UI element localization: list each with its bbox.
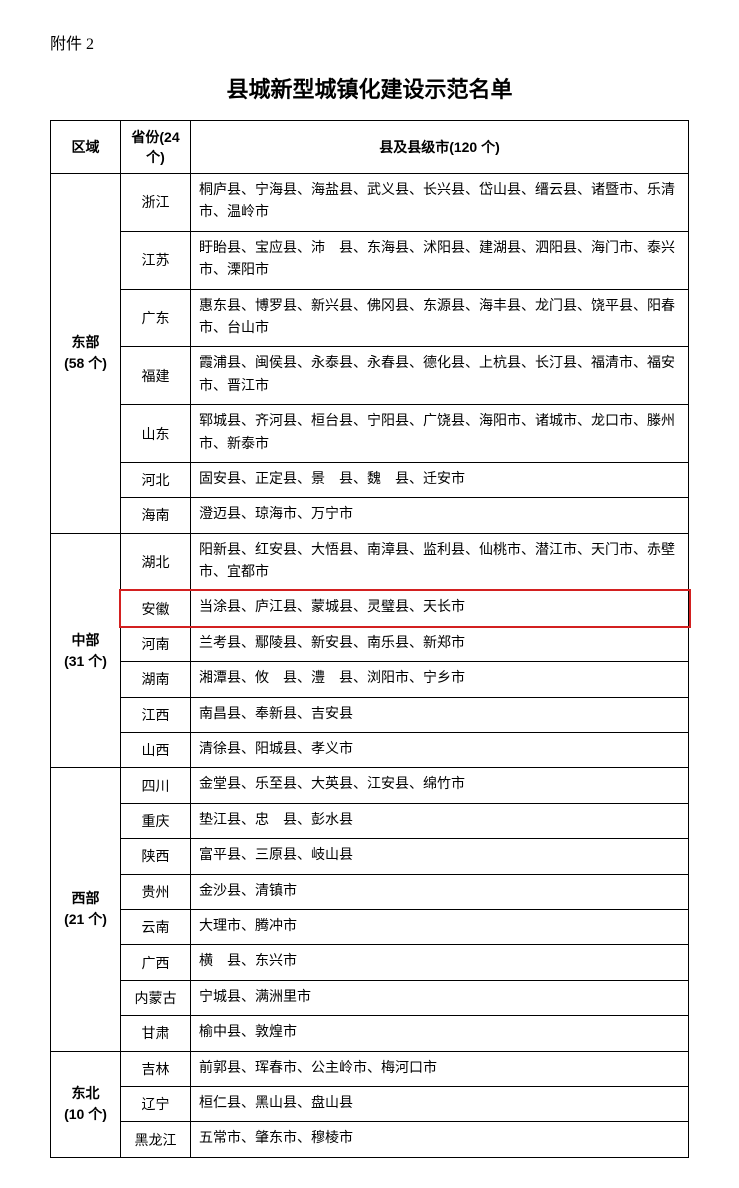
header-region: 区域: [51, 121, 121, 174]
table-row: 东部(58 个)浙江桐庐县、宁海县、海盐县、武义县、长兴县、岱山县、缙云县、诸暨…: [51, 174, 689, 232]
cities-cell: 前郭县、珲春市、公主岭市、梅河口市: [191, 1051, 689, 1086]
table-row: 甘肃榆中县、敦煌市: [51, 1016, 689, 1051]
table-row: 广东惠东县、博罗县、新兴县、佛冈县、东源县、海丰县、龙门县、饶平县、阳春市、台山…: [51, 289, 689, 347]
province-cell: 贵州: [121, 874, 191, 909]
table-row: 云南大理市、腾冲市: [51, 909, 689, 944]
province-cell: 广东: [121, 289, 191, 347]
province-cell: 吉林: [121, 1051, 191, 1086]
cities-cell: 固安县、正定县、景 县、魏 县、迁安市: [191, 462, 689, 497]
province-cell: 山西: [121, 733, 191, 768]
table-row: 东北(10 个)吉林前郭县、珲春市、公主岭市、梅河口市: [51, 1051, 689, 1086]
cities-cell: 当涂县、庐江县、蒙城县、灵璧县、天长市: [191, 591, 689, 626]
cities-cell: 盱眙县、宝应县、沛 县、东海县、沭阳县、建湖县、泗阳县、海门市、泰兴市、溧阳市: [191, 231, 689, 289]
region-cell: 东北(10 个): [51, 1051, 121, 1157]
province-cell: 重庆: [121, 803, 191, 838]
attachment-label: 附件 2: [50, 30, 689, 54]
header-cities: 县及县级市(120 个): [191, 121, 689, 174]
cities-cell: 清徐县、阳城县、孝义市: [191, 733, 689, 768]
cities-cell: 郓城县、齐河县、桓台县、宁阳县、广饶县、海阳市、诸城市、龙口市、滕州市、新泰市: [191, 405, 689, 463]
cities-cell: 桓仁县、黑山县、盘山县: [191, 1086, 689, 1121]
table-row: 江苏盱眙县、宝应县、沛 县、东海县、沭阳县、建湖县、泗阳县、海门市、泰兴市、溧阳…: [51, 231, 689, 289]
province-cell: 甘肃: [121, 1016, 191, 1051]
cities-cell: 惠东县、博罗县、新兴县、佛冈县、东源县、海丰县、龙门县、饶平县、阳春市、台山市: [191, 289, 689, 347]
table-row: 西部(21 个)四川金堂县、乐至县、大英县、江安县、绵竹市: [51, 768, 689, 803]
province-cell: 云南: [121, 909, 191, 944]
document-title: 县城新型城镇化建设示范名单: [50, 72, 689, 104]
province-cell: 辽宁: [121, 1086, 191, 1121]
province-cell: 湖南: [121, 662, 191, 697]
cities-cell: 桐庐县、宁海县、海盐县、武义县、长兴县、岱山县、缙云县、诸暨市、乐清市、温岭市: [191, 174, 689, 232]
table-row: 辽宁桓仁县、黑山县、盘山县: [51, 1086, 689, 1121]
cities-cell: 垫江县、忠 县、彭水县: [191, 803, 689, 838]
table-row: 重庆垫江县、忠 县、彭水县: [51, 803, 689, 838]
table-row: 海南澄迈县、琼海市、万宁市: [51, 498, 689, 533]
header-province: 省份(24 个): [121, 121, 191, 174]
table-wrapper: 区域 省份(24 个) 县及县级市(120 个) 东部(58 个)浙江桐庐县、宁…: [50, 120, 689, 1158]
table-row: 贵州金沙县、清镇市: [51, 874, 689, 909]
province-cell: 江西: [121, 697, 191, 732]
province-cell: 安徽: [121, 591, 191, 626]
region-cell: 东部(58 个): [51, 174, 121, 534]
cities-cell: 湘潭县、攸 县、澧 县、浏阳市、宁乡市: [191, 662, 689, 697]
cities-cell: 五常市、肇东市、穆棱市: [191, 1122, 689, 1157]
table-row: 江西南昌县、奉新县、吉安县: [51, 697, 689, 732]
province-cell: 山东: [121, 405, 191, 463]
province-cell: 四川: [121, 768, 191, 803]
table-row: 中部(31 个)湖北阳新县、红安县、大悟县、南漳县、监利县、仙桃市、潜江市、天门…: [51, 533, 689, 591]
table-row: 河南兰考县、鄢陵县、新安县、南乐县、新郑市: [51, 626, 689, 661]
cities-cell: 南昌县、奉新县、吉安县: [191, 697, 689, 732]
region-cell: 中部(31 个): [51, 533, 121, 768]
province-cell: 广西: [121, 945, 191, 980]
table-row: 山东郓城县、齐河县、桓台县、宁阳县、广饶县、海阳市、诸城市、龙口市、滕州市、新泰…: [51, 405, 689, 463]
table-row: 河北固安县、正定县、景 县、魏 县、迁安市: [51, 462, 689, 497]
cities-cell: 霞浦县、闽侯县、永泰县、永春县、德化县、上杭县、长汀县、福清市、福安市、晋江市: [191, 347, 689, 405]
table-row: 陕西富平县、三原县、岐山县: [51, 839, 689, 874]
cities-cell: 澄迈县、琼海市、万宁市: [191, 498, 689, 533]
table-row: 黑龙江五常市、肇东市、穆棱市: [51, 1122, 689, 1157]
cities-cell: 富平县、三原县、岐山县: [191, 839, 689, 874]
province-cell: 河北: [121, 462, 191, 497]
region-cell: 西部(21 个): [51, 768, 121, 1051]
cities-cell: 金堂县、乐至县、大英县、江安县、绵竹市: [191, 768, 689, 803]
cities-cell: 横 县、东兴市: [191, 945, 689, 980]
province-cell: 内蒙古: [121, 980, 191, 1015]
main-table: 区域 省份(24 个) 县及县级市(120 个) 东部(58 个)浙江桐庐县、宁…: [50, 120, 689, 1158]
cities-cell: 兰考县、鄢陵县、新安县、南乐县、新郑市: [191, 626, 689, 661]
province-cell: 江苏: [121, 231, 191, 289]
province-cell: 浙江: [121, 174, 191, 232]
cities-cell: 宁城县、满洲里市: [191, 980, 689, 1015]
province-cell: 河南: [121, 626, 191, 661]
table-row: 山西清徐县、阳城县、孝义市: [51, 733, 689, 768]
table-row: 内蒙古宁城县、满洲里市: [51, 980, 689, 1015]
cities-cell: 阳新县、红安县、大悟县、南漳县、监利县、仙桃市、潜江市、天门市、赤壁市、宜都市: [191, 533, 689, 591]
table-row: 广西横 县、东兴市: [51, 945, 689, 980]
table-row: 安徽当涂县、庐江县、蒙城县、灵璧县、天长市: [51, 591, 689, 626]
province-cell: 湖北: [121, 533, 191, 591]
table-row: 湖南湘潭县、攸 县、澧 县、浏阳市、宁乡市: [51, 662, 689, 697]
province-cell: 黑龙江: [121, 1122, 191, 1157]
province-cell: 海南: [121, 498, 191, 533]
header-row: 区域 省份(24 个) 县及县级市(120 个): [51, 121, 689, 174]
cities-cell: 榆中县、敦煌市: [191, 1016, 689, 1051]
province-cell: 陕西: [121, 839, 191, 874]
province-cell: 福建: [121, 347, 191, 405]
table-row: 福建霞浦县、闽侯县、永泰县、永春县、德化县、上杭县、长汀县、福清市、福安市、晋江…: [51, 347, 689, 405]
table-body: 东部(58 个)浙江桐庐县、宁海县、海盐县、武义县、长兴县、岱山县、缙云县、诸暨…: [51, 174, 689, 1158]
cities-cell: 大理市、腾冲市: [191, 909, 689, 944]
cities-cell: 金沙县、清镇市: [191, 874, 689, 909]
